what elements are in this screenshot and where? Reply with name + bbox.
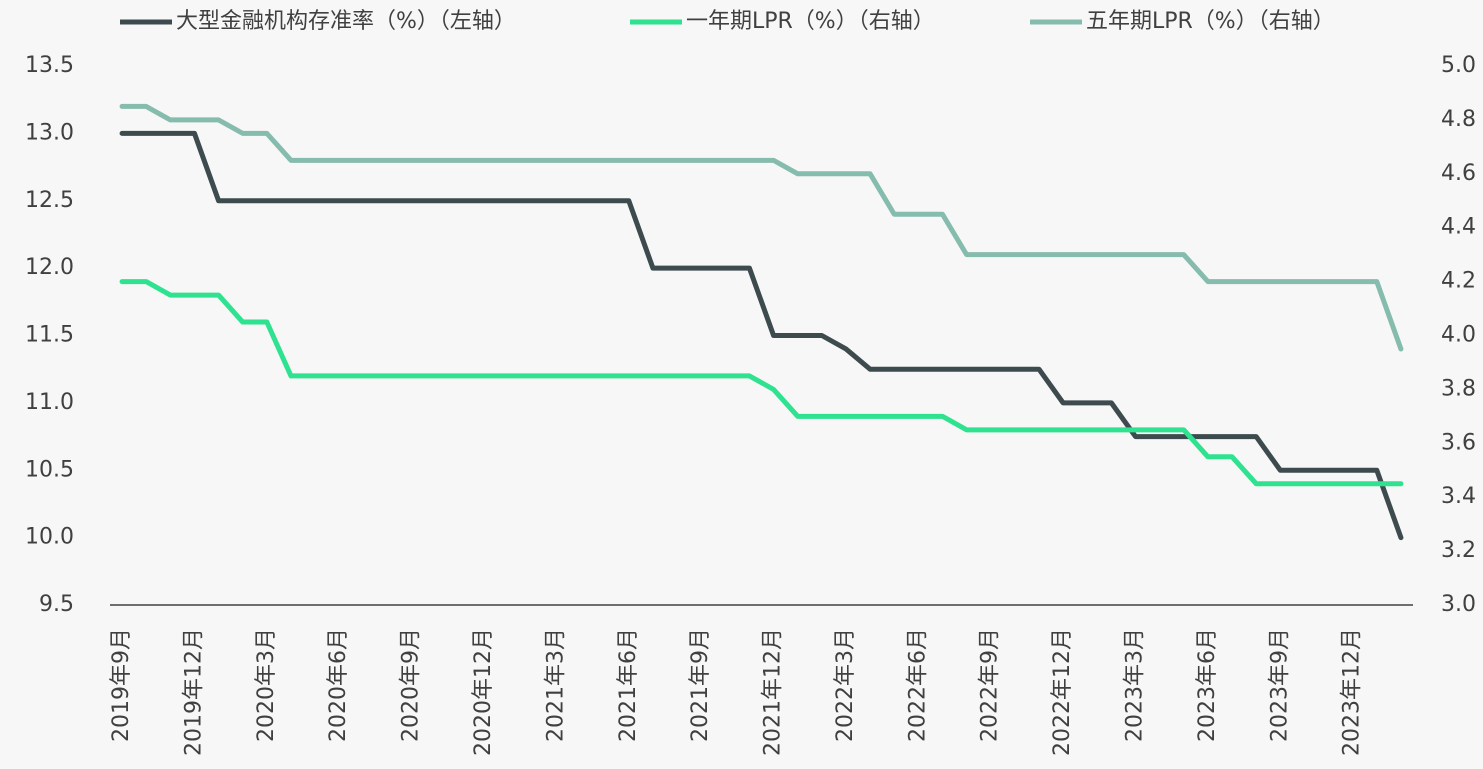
x-tick-label: 2022年12月 [1050, 628, 1075, 756]
y-tick-label: 12.0 [25, 255, 74, 280]
y2-tick-label: 3.4 [1441, 484, 1476, 509]
series-line [119, 130, 1404, 541]
y2-tick-label: 4.4 [1441, 215, 1476, 240]
x-tick-label: 2023年12月 [1340, 628, 1365, 756]
y2-tick-label: 4.0 [1441, 323, 1476, 348]
x-tick-label: 2020年3月 [254, 628, 279, 742]
x-tick-label: 2021年12月 [761, 628, 786, 756]
y-tick-label: 9.5 [39, 592, 74, 617]
y-tick-label: 10.5 [25, 457, 74, 482]
y2-tick-label: 4.8 [1441, 107, 1476, 132]
y2-tick-label: 3.6 [1441, 430, 1476, 455]
y2-tick-label: 3.0 [1441, 592, 1476, 617]
series-line [119, 279, 1404, 487]
x-tick-label: 2022年9月 [978, 628, 1003, 742]
x-tick-label: 2020年9月 [399, 628, 424, 742]
x-tick-label: 2023年6月 [1195, 628, 1220, 742]
y2-tick-label: 4.6 [1441, 161, 1476, 186]
x-tick-label: 2019年12月 [181, 628, 206, 756]
y2-tick-label: 4.2 [1441, 269, 1476, 294]
y-tick-label: 11.0 [25, 390, 74, 415]
x-tick-label: 2022年3月 [833, 628, 858, 742]
x-tick-label: 2021年6月 [616, 628, 641, 742]
x-tick-label: 2020年6月 [326, 628, 351, 742]
y2-tick-label: 5.0 [1441, 53, 1476, 78]
y2-tick-label: 3.8 [1441, 376, 1476, 401]
x-tick-label: 2022年6月 [905, 628, 930, 742]
x-tick-label: 2021年3月 [543, 628, 568, 742]
x-tick-label: 2019年9月 [109, 628, 134, 742]
x-tick-label: 2020年12月 [471, 628, 496, 756]
y-tick-label: 10.0 [25, 525, 74, 550]
x-tick-label: 2023年9月 [1267, 628, 1292, 742]
x-tick-label: 2021年9月 [688, 628, 713, 742]
legend-label: 大型金融机构存准率（%）（左轴） [176, 9, 516, 34]
y-tick-label: 13.5 [25, 53, 74, 78]
legend-label: 五年期LPR（%）（右轴） [1086, 9, 1335, 34]
y-tick-label: 13.0 [25, 120, 74, 145]
x-tick-label: 2023年3月 [1123, 628, 1148, 742]
y-tick-label: 11.5 [25, 323, 74, 348]
y-tick-label: 12.5 [25, 188, 74, 213]
legend-label: 一年期LPR（%）（右轴） [686, 9, 935, 34]
y2-tick-label: 3.2 [1441, 538, 1476, 563]
series-line [119, 103, 1404, 352]
